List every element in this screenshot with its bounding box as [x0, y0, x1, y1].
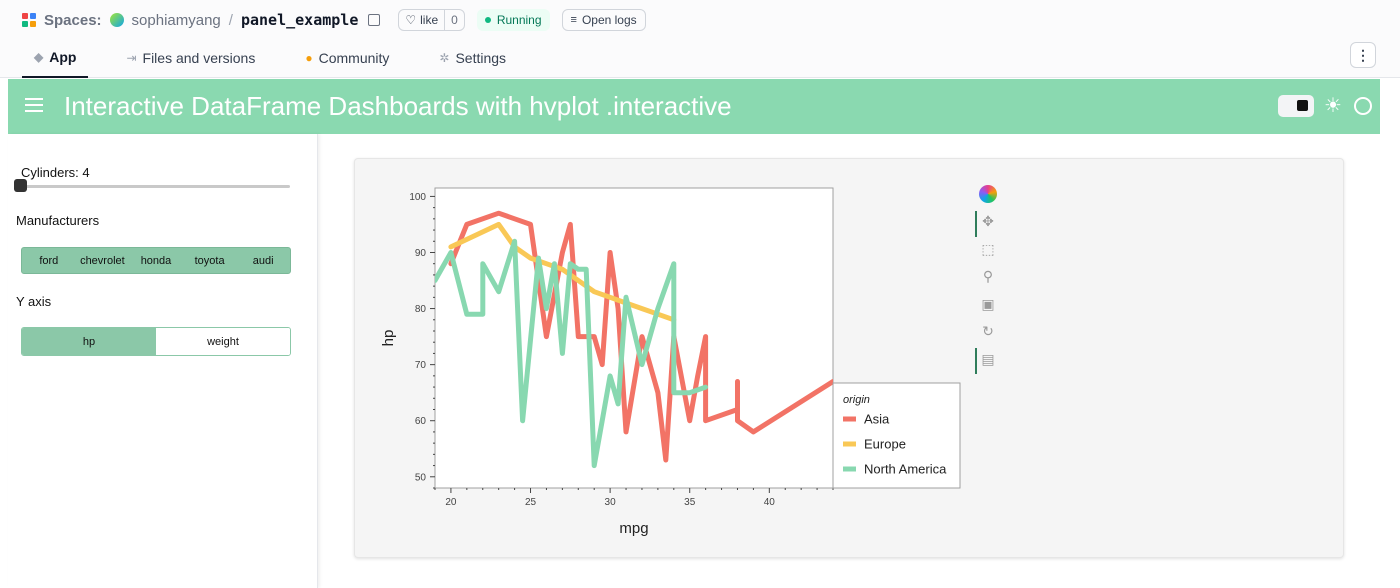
- cylinders-slider-track[interactable]: [20, 185, 290, 188]
- logs-icon: ≡: [570, 14, 577, 26]
- y-tick-label: 70: [415, 360, 427, 371]
- legend-entry: North America: [864, 462, 947, 477]
- status-label: Running: [496, 13, 542, 27]
- manufacturer-chevrolet[interactable]: chevrolet: [80, 254, 125, 267]
- yaxis-radio-group: hp weight: [21, 327, 291, 356]
- x-axis-label: mpg: [619, 520, 648, 537]
- manufacturer-ford[interactable]: ford: [39, 254, 59, 267]
- chart-card: 20 25 30 35 40 50 60 70 80 90 100 mpg hp origin Asia Eu…: [354, 158, 1344, 558]
- tab-app-label: App: [49, 49, 77, 65]
- like-button[interactable]: ♡ like 0: [398, 9, 465, 31]
- yaxis-option-hp[interactable]: hp: [22, 328, 156, 355]
- manufacturer-honda[interactable]: honda: [140, 254, 172, 267]
- status-dot-icon: [484, 17, 491, 23]
- space-tabs: ◆ App ⇥ Files and versions ● Community ✲…: [22, 38, 518, 78]
- y-tick-label: 60: [415, 416, 427, 427]
- sun-icon[interactable]: ☀: [1324, 95, 1342, 117]
- x-tick-label: 20: [445, 497, 457, 508]
- page-title: Interactive DataFrame Dashboards with hv…: [64, 91, 732, 121]
- legend-entry: Europe: [864, 437, 906, 452]
- more-options-button[interactable]: ⋮: [1350, 42, 1376, 68]
- bokeh-logo-icon[interactable]: [977, 183, 999, 205]
- legend-entry: Asia: [864, 412, 890, 427]
- hover-icon[interactable]: ▤: [975, 348, 999, 374]
- repo-name[interactable]: panel_example: [240, 11, 359, 29]
- pan-icon[interactable]: ✥: [975, 210, 999, 237]
- copy-icon[interactable]: [368, 14, 381, 26]
- cylinders-label: Cylinders: 4: [21, 165, 90, 180]
- cylinders-slider-handle[interactable]: [14, 179, 27, 192]
- box-zoom-icon[interactable]: ⬚: [981, 240, 995, 257]
- gear-icon: ✲: [439, 51, 450, 65]
- y-tick-label: 80: [415, 304, 427, 315]
- tab-files-and-versions[interactable]: ⇥ Files and versions: [114, 38, 267, 78]
- tab-community[interactable]: ● Community: [293, 38, 401, 78]
- open-logs-button[interactable]: ≡ Open logs: [561, 9, 646, 31]
- legend-title: origin: [843, 394, 870, 406]
- tab-settings[interactable]: ✲ Settings: [427, 38, 518, 78]
- breadcrumb-separator: /: [228, 11, 233, 29]
- bokeh-toolbar: ✥ ⬚ ⚲ ▣ ↻ ▤: [975, 183, 1003, 376]
- sidebar: Cylinders: 4 Manufacturers ford chevrole…: [8, 134, 318, 588]
- save-icon[interactable]: ▣: [981, 295, 995, 312]
- files-icon: ⇥: [126, 51, 137, 65]
- series-line-north-america: [435, 238, 709, 469]
- like-label: like: [420, 13, 439, 27]
- busy-indicator-icon: [1354, 97, 1372, 115]
- status-badge: Running: [476, 9, 550, 31]
- manufacturer-audi[interactable]: audi: [252, 254, 274, 267]
- tab-community-label: Community: [318, 50, 390, 66]
- y-tick-label: 90: [415, 248, 427, 259]
- x-tick-label: 25: [525, 497, 537, 508]
- yaxis-label: Y axis: [16, 294, 52, 309]
- panel-header: Interactive DataFrame Dashboards with hv…: [8, 79, 1380, 134]
- reset-icon[interactable]: ↻: [982, 323, 994, 339]
- tab-settings-label: Settings: [455, 50, 507, 66]
- kebab-icon: ⋮: [1356, 46, 1370, 63]
- line-chart[interactable]: 20 25 30 35 40 50 60 70 80 90 100 mpg hp origin Asia Eu…: [355, 159, 975, 559]
- like-count: 0: [444, 10, 464, 30]
- owner-link[interactable]: sophiamyang: [131, 11, 221, 29]
- theme-toggle[interactable]: [1278, 95, 1314, 117]
- heart-icon: ♡: [405, 13, 417, 27]
- manufacturers-toggle-group: ford chevrolet honda toyota audi: [21, 247, 291, 274]
- community-icon: ●: [305, 51, 313, 65]
- y-tick-label: 50: [415, 472, 427, 483]
- wheel-zoom-icon[interactable]: ⚲: [982, 268, 994, 284]
- x-tick-label: 35: [684, 497, 696, 508]
- tab-files-label: Files and versions: [142, 50, 256, 66]
- y-axis-label: hp: [380, 330, 397, 347]
- owner-avatar: [109, 13, 124, 27]
- manufacturer-toyota[interactable]: toyota: [194, 254, 225, 267]
- manufacturers-label: Manufacturers: [16, 213, 100, 228]
- spaces-logo-icon: [22, 13, 36, 27]
- hamburger-menu-icon[interactable]: [25, 98, 43, 112]
- x-tick-label: 30: [605, 497, 617, 508]
- space-breadcrumb: Spaces: sophiamyang / panel_example ♡ lik…: [22, 8, 646, 32]
- y-tick-label: 100: [409, 192, 426, 203]
- open-logs-label: Open logs: [581, 13, 637, 27]
- cube-icon: ◆: [34, 50, 44, 64]
- yaxis-option-weight[interactable]: weight: [156, 328, 290, 355]
- spaces-label[interactable]: Spaces:: [44, 11, 102, 29]
- x-tick-label: 40: [764, 497, 776, 508]
- tab-app[interactable]: ◆ App: [22, 38, 89, 78]
- hf-header: Spaces: sophiamyang / panel_example ♡ lik…: [0, 0, 1400, 78]
